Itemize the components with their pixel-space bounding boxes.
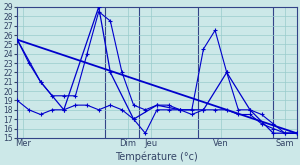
X-axis label: Température (°c): Température (°c) — [116, 151, 198, 162]
